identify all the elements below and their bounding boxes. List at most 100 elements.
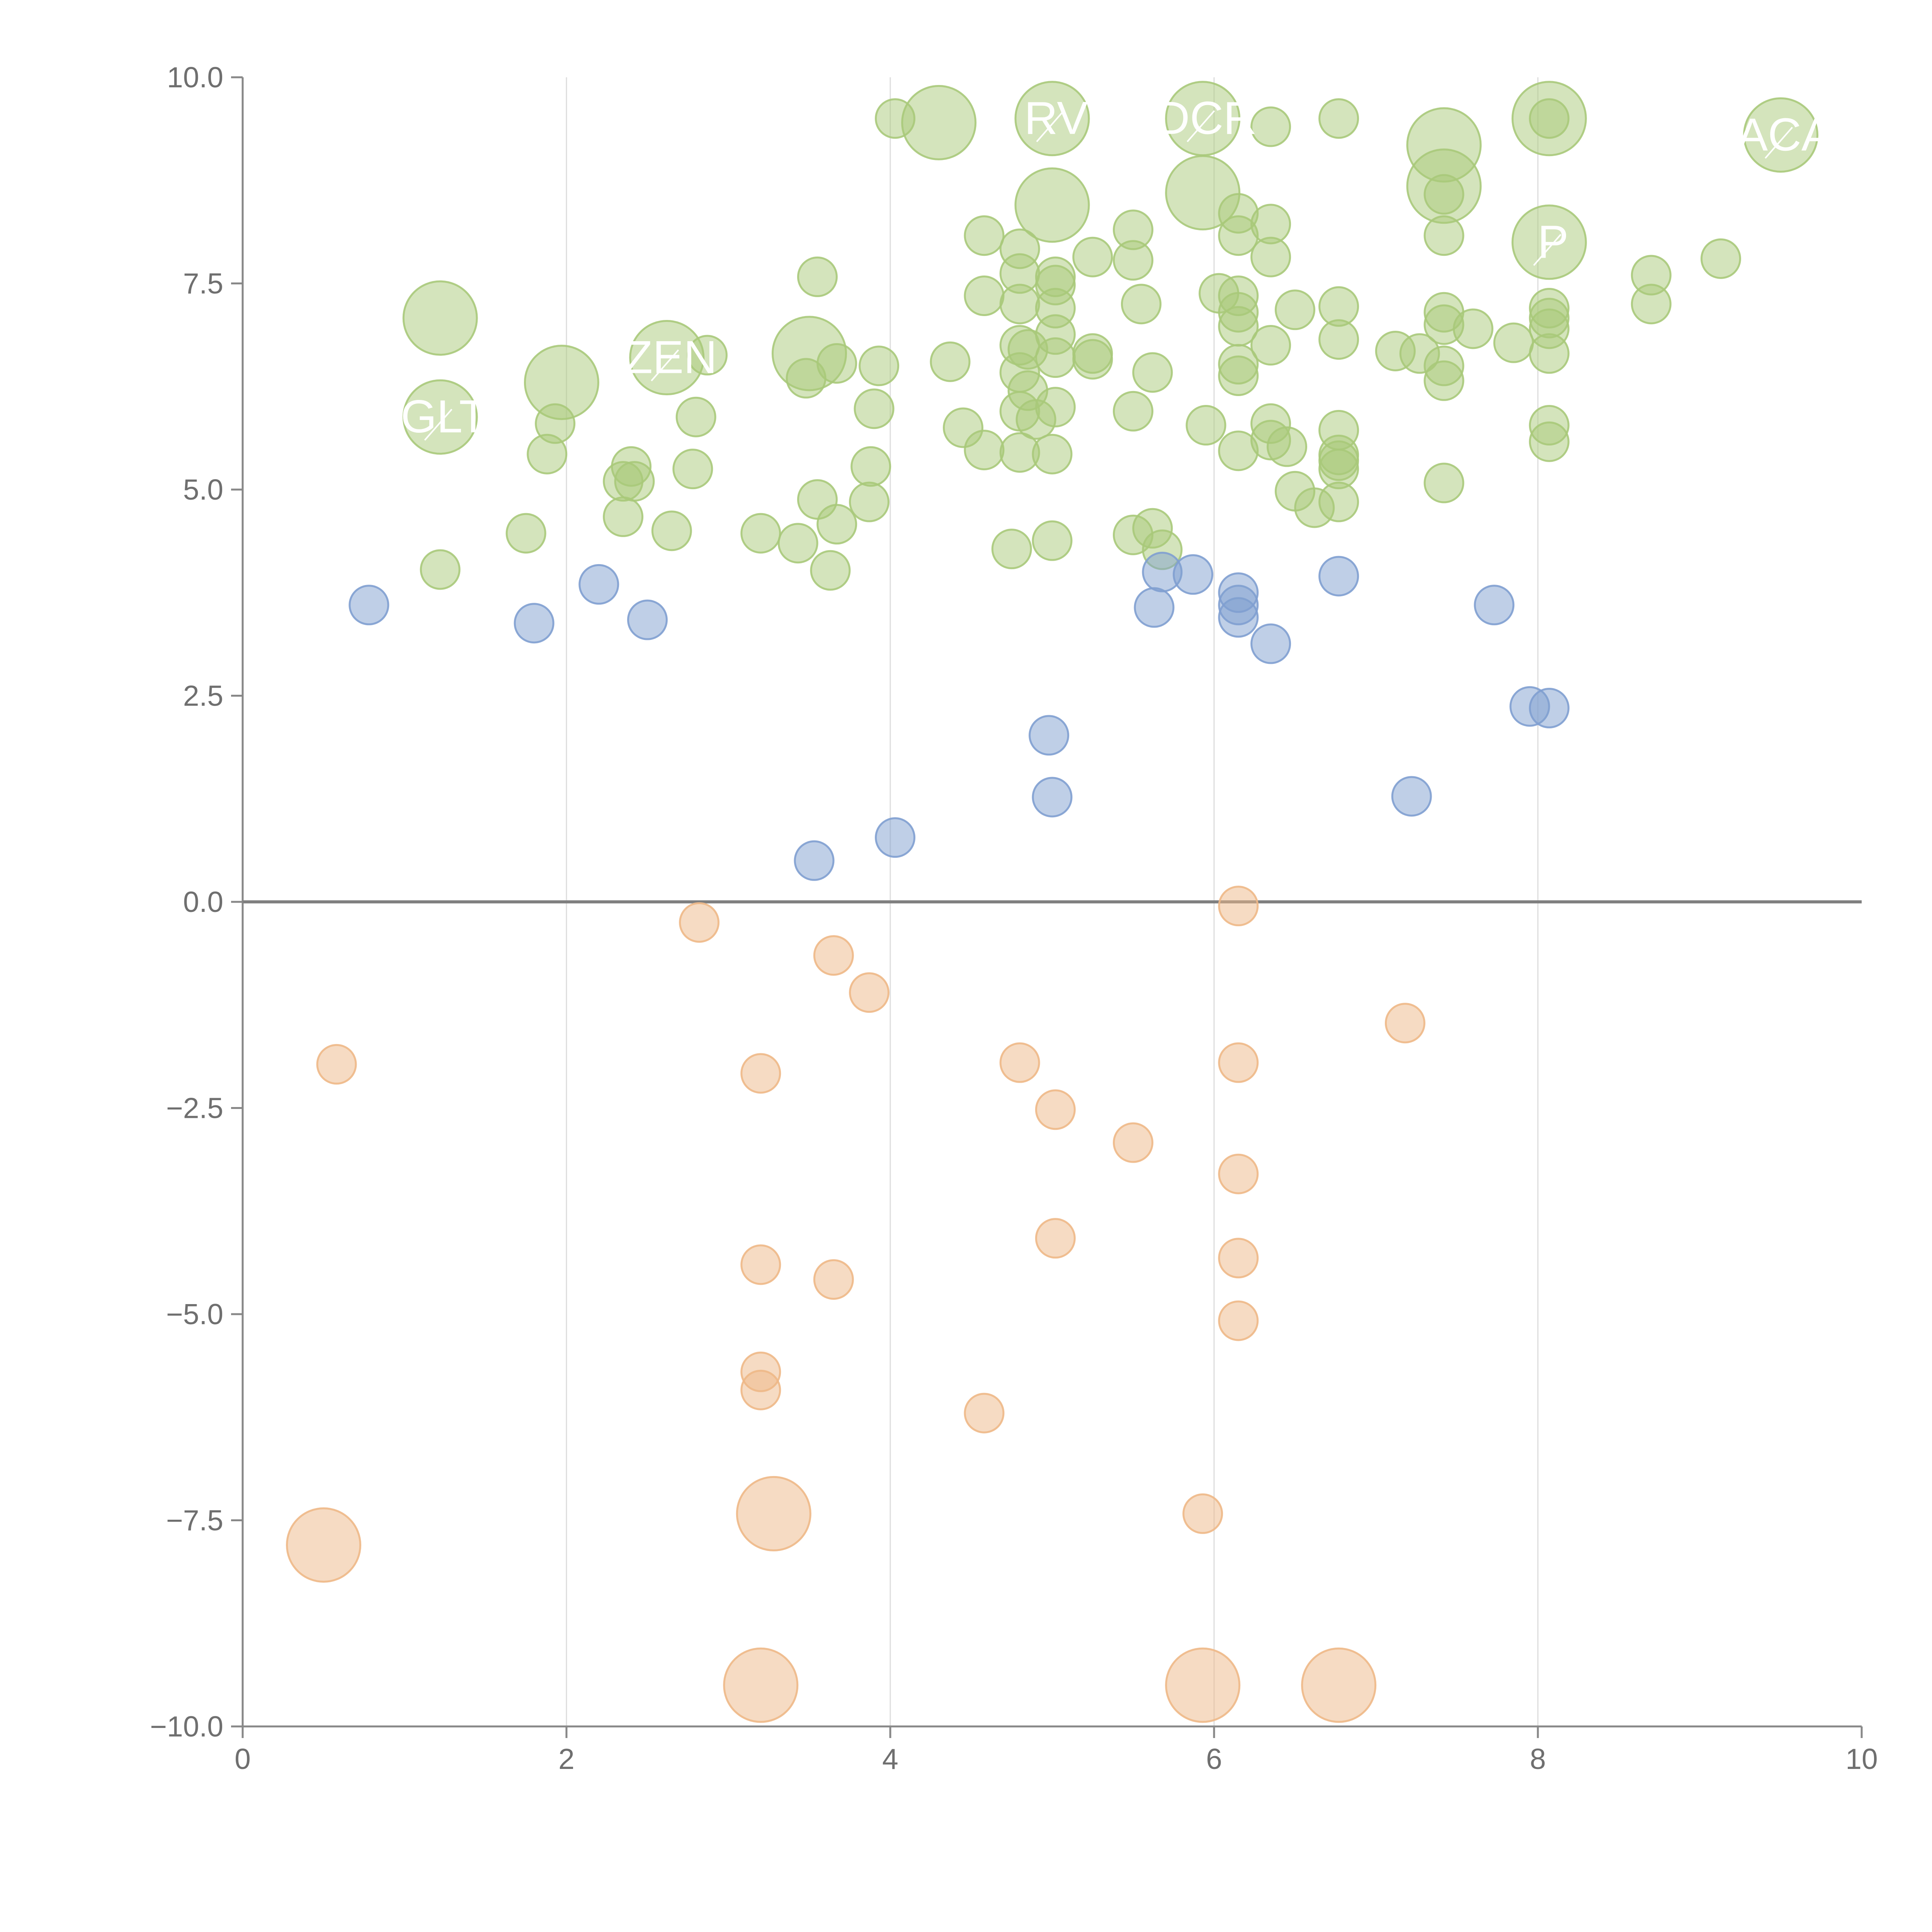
data-point xyxy=(723,1647,799,1723)
data-point xyxy=(813,935,854,976)
data-point xyxy=(349,585,389,626)
data-point xyxy=(1218,1238,1259,1279)
y-tick-label: −5.0 xyxy=(166,1298,223,1330)
data-point xyxy=(854,388,895,429)
data-point xyxy=(816,504,857,545)
point-label: RV xyxy=(1024,92,1088,144)
data-point xyxy=(1474,585,1515,626)
data-point xyxy=(420,549,461,590)
data-point xyxy=(578,564,619,605)
data-point xyxy=(1173,554,1214,595)
data-point xyxy=(999,228,1040,269)
data-point xyxy=(1032,777,1073,818)
data-point xyxy=(1218,572,1259,613)
data-point xyxy=(1267,426,1308,467)
data-point xyxy=(1218,276,1259,316)
data-point xyxy=(1631,255,1672,296)
label-leader-line xyxy=(1533,234,1561,266)
point-label: GLT xyxy=(401,391,487,442)
data-point xyxy=(1072,333,1113,374)
data-point xyxy=(514,603,554,644)
label-leader-line xyxy=(424,408,452,441)
data-point xyxy=(1035,1089,1076,1130)
data-point xyxy=(964,1393,1005,1434)
data-point xyxy=(1318,410,1359,451)
data-point xyxy=(687,335,728,376)
data-point xyxy=(797,256,838,297)
data-point xyxy=(1113,209,1153,250)
data-point xyxy=(964,276,1005,316)
data-point xyxy=(1384,1003,1425,1044)
data-point xyxy=(402,379,478,455)
data-point xyxy=(813,1259,854,1300)
point-label: DCR xyxy=(1156,92,1257,144)
data-point xyxy=(1182,1493,1223,1534)
data-point xyxy=(1035,387,1076,428)
data-point xyxy=(964,430,1005,471)
data-point xyxy=(1250,106,1291,147)
data-point xyxy=(1185,405,1226,446)
data-point xyxy=(777,523,818,564)
data-point xyxy=(1391,776,1432,817)
data-point xyxy=(740,513,781,554)
y-tick-label: 0.0 xyxy=(183,886,223,918)
data-point xyxy=(1035,256,1076,297)
data-point xyxy=(402,280,478,356)
data-point xyxy=(1423,345,1464,386)
y-tick-label: −2.5 xyxy=(166,1092,223,1124)
series-mid xyxy=(349,551,1570,881)
label-leader-line xyxy=(1764,127,1793,159)
data-point xyxy=(1014,81,1090,156)
x-tick-label: 10 xyxy=(1845,1743,1878,1775)
x-tick-label: 6 xyxy=(1206,1743,1222,1775)
data-point xyxy=(1035,1218,1076,1259)
data-point xyxy=(740,1244,781,1285)
data-point xyxy=(740,1369,781,1410)
data-point xyxy=(1218,1042,1259,1083)
y-tick-label: −10.0 xyxy=(150,1710,223,1743)
data-point xyxy=(316,1044,357,1085)
label-leader-line xyxy=(651,349,679,381)
data-point xyxy=(1014,167,1090,243)
data-point xyxy=(505,513,546,554)
x-tick-label: 0 xyxy=(235,1743,251,1775)
data-point xyxy=(1318,556,1359,597)
data-point xyxy=(672,449,713,490)
data-point xyxy=(535,403,576,444)
y-tick-label: −7.5 xyxy=(166,1504,223,1537)
data-point xyxy=(651,510,692,551)
data-point xyxy=(614,461,655,502)
data-point xyxy=(859,345,900,386)
point-label: P xyxy=(1537,216,1568,268)
data-point xyxy=(627,599,668,640)
label-leader-line xyxy=(1036,110,1065,143)
x-tick-label: 8 xyxy=(1530,1743,1546,1775)
data-point xyxy=(1318,98,1359,139)
data-point xyxy=(1423,463,1464,503)
data-points xyxy=(286,81,1818,1723)
axes: −10.0 −7.5 −5.0 −2.5 0.0 2.5 5.0 7.5 10.0 0 2 4 6 8 10 xyxy=(150,61,1878,1775)
label-leader-line xyxy=(1187,110,1215,143)
y-tick-label: 10.0 xyxy=(167,61,223,94)
data-point xyxy=(1032,434,1073,474)
data-point xyxy=(1134,587,1175,628)
y-tick-label: 5.0 xyxy=(183,473,223,506)
data-point xyxy=(1529,688,1570,729)
x-tick-label: 2 xyxy=(558,1743,575,1775)
y-tick-label: 7.5 xyxy=(183,267,223,300)
data-point xyxy=(740,1053,781,1094)
data-point xyxy=(1132,352,1173,393)
y-tick-label: 2.5 xyxy=(183,680,223,712)
data-point xyxy=(1275,289,1315,330)
data-point xyxy=(679,902,720,943)
data-point xyxy=(1113,391,1153,432)
data-point xyxy=(999,1042,1040,1083)
data-point xyxy=(1700,238,1741,279)
series-high xyxy=(402,81,1818,591)
data-point xyxy=(850,446,891,487)
data-point xyxy=(991,529,1032,570)
data-point xyxy=(603,496,644,537)
data-point xyxy=(1218,1300,1259,1341)
data-point xyxy=(286,1507,361,1583)
